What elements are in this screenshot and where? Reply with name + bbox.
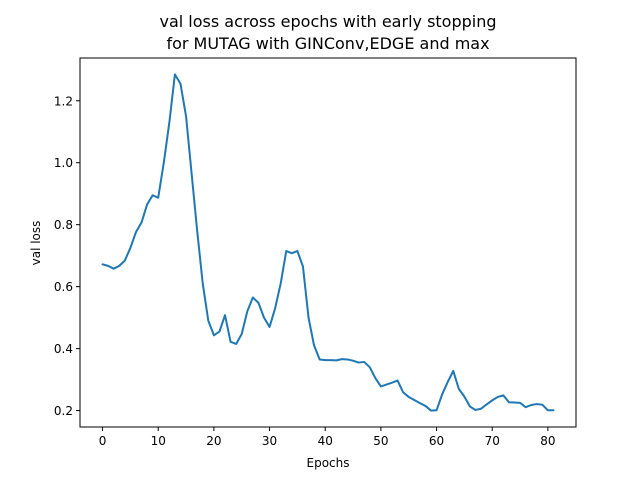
chart-title-line-2: for MUTAG with GINConv,EDGE and max (166, 34, 489, 53)
x-axis-label: Epochs (307, 456, 350, 470)
series-line-val-loss (101, 73, 555, 412)
x-tick-label: 0 (99, 434, 107, 448)
y-tick-label: 0.8 (54, 218, 73, 232)
x-tick-label: 40 (318, 434, 333, 448)
x-tick-label: 50 (373, 434, 388, 448)
x-tick-label: 80 (540, 434, 555, 448)
x-tick-label: 60 (429, 434, 444, 448)
x-tick-label: 30 (262, 434, 277, 448)
y-tick-label: 1.0 (54, 156, 73, 170)
y-tick-label: 1.2 (54, 94, 73, 108)
y-tick-label: 0.4 (54, 342, 73, 356)
x-tick-label: 20 (206, 434, 221, 448)
axis-ticks: 0 10 20 30 40 50 60 70 80 0.2 0.4 0.6 0.8 1.0 1.2 (54, 94, 556, 448)
y-tick-label: 0.2 (54, 404, 73, 418)
chart-title-line-1: val loss across epochs with early stoppi… (159, 12, 496, 31)
plot-frame (79, 57, 577, 428)
x-tick-label: 70 (485, 434, 500, 448)
y-axis-label: val loss (29, 221, 43, 266)
y-tick-label: 0.6 (54, 280, 73, 294)
x-tick-label: 10 (151, 434, 166, 448)
